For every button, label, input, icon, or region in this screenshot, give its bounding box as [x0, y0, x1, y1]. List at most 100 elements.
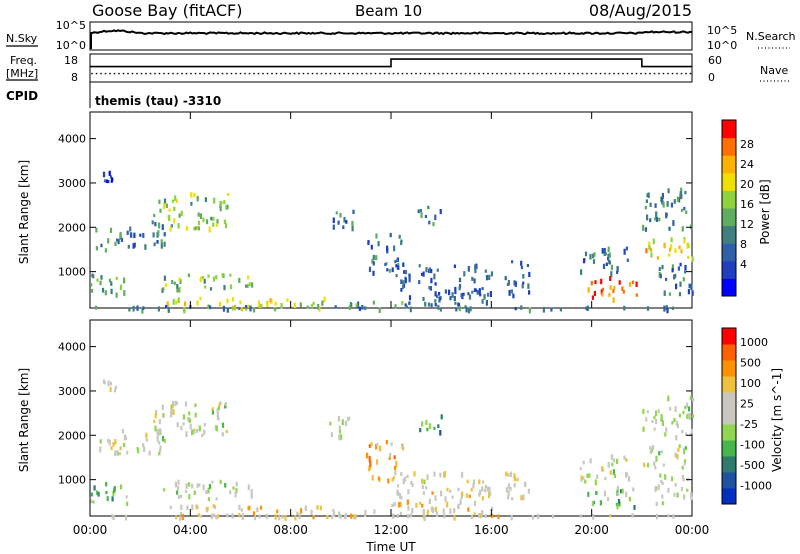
echo-cell: [275, 514, 277, 520]
echo-cell: [212, 217, 214, 221]
echo-cell: [247, 305, 249, 308]
echo-cell: [528, 272, 530, 277]
echo-cell: [636, 282, 638, 288]
echo-cell: [183, 414, 185, 419]
noise-left-label: N.Sky: [6, 32, 38, 45]
echo-cell: [437, 269, 439, 272]
echo-cell: [592, 501, 594, 506]
echo-cell: [616, 459, 618, 464]
echo-cell: [115, 386, 117, 389]
colorbar-segment: [722, 138, 736, 156]
echo-cell: [682, 226, 684, 231]
echo-cell: [592, 296, 594, 300]
echo-cell: [149, 451, 151, 456]
echo-cell: [175, 300, 177, 304]
echo-cell: [296, 512, 298, 515]
echo-cell: [621, 287, 623, 292]
echo-cell: [178, 223, 180, 229]
echo-cell: [212, 407, 214, 410]
x-tick-label: 00:00: [675, 523, 710, 537]
echo-cell: [459, 306, 461, 311]
colorbar-tick-label: 1000: [740, 336, 768, 349]
echo-cell: [471, 277, 473, 281]
echo-cell: [339, 429, 341, 433]
echo-cell: [633, 505, 635, 510]
echo-cell: [656, 502, 658, 506]
echo-cell: [204, 279, 206, 284]
echo-cell: [238, 513, 240, 516]
echo-cell: [100, 281, 102, 286]
echo-cell: [142, 306, 144, 310]
echo-cell: [178, 298, 180, 304]
echo-cell: [596, 474, 598, 479]
echo-cell: [172, 409, 174, 415]
echo-cell: [391, 504, 393, 508]
echo-cell: [461, 472, 463, 478]
echo-cell: [242, 515, 244, 520]
echo-cell: [591, 281, 593, 286]
echo-cell: [253, 308, 255, 313]
freq-right-tick-top: 60: [708, 54, 722, 67]
echo-cell: [352, 226, 354, 232]
date-title: 08/Aug/2015: [589, 1, 692, 20]
echo-cell: [604, 477, 606, 480]
echo-cell: [505, 276, 507, 280]
echo-cell: [164, 199, 166, 204]
echo-cell: [435, 507, 437, 512]
echo-cell: [479, 288, 481, 294]
echo-cell: [683, 494, 685, 499]
echo-cell: [686, 403, 688, 408]
echo-cell: [611, 265, 613, 271]
echo-cell: [679, 282, 681, 287]
echo-cell: [266, 302, 268, 307]
colorbar-segment: [722, 208, 736, 226]
echo-cell: [433, 472, 435, 477]
echo-cell: [646, 199, 648, 203]
echo-cell: [395, 461, 397, 466]
echo-cell: [474, 288, 476, 292]
echo-cell: [407, 475, 409, 478]
echo-cell: [347, 417, 349, 421]
echo-cell: [427, 206, 429, 209]
echo-cell: [686, 415, 688, 419]
colorbar-tick-label: -25: [740, 418, 758, 431]
echo-cell: [190, 424, 192, 430]
echo-cell: [511, 497, 513, 500]
echo-cell: [655, 419, 657, 424]
echo-cell: [653, 416, 655, 419]
echo-cell: [183, 307, 185, 313]
echo-cell: [204, 423, 206, 426]
echo-cell: [560, 308, 562, 312]
echo-cell: [485, 485, 487, 488]
echo-cell: [600, 279, 602, 284]
echo-cell: [179, 516, 181, 521]
echo-cell: [486, 275, 488, 280]
echo-cell: [120, 285, 122, 291]
echo-cell: [623, 306, 625, 311]
echo-cell: [507, 283, 509, 286]
echo-cell: [179, 214, 181, 218]
echo-cell: [689, 284, 691, 289]
echo-cell: [584, 480, 586, 484]
echo-cell: [376, 443, 378, 446]
echo-cell: [426, 428, 428, 432]
echo-cell: [171, 280, 173, 284]
echo-cell: [675, 483, 677, 486]
echo-cell: [241, 508, 243, 511]
cpid-label: CPID: [6, 89, 38, 103]
echo-cell: [93, 501, 95, 504]
echo-cell: [311, 510, 313, 516]
echo-cell: [643, 463, 645, 468]
echo-cell: [90, 283, 92, 286]
echo-cell: [661, 414, 663, 420]
colorbar-segment: [722, 155, 736, 173]
echo-cell: [679, 414, 681, 417]
echo-cell: [169, 209, 171, 212]
echo-cell: [428, 286, 430, 289]
echo-cell: [177, 486, 179, 491]
echo-cell: [645, 227, 647, 232]
echo-cell: [424, 515, 426, 521]
echo-cell: [448, 290, 450, 296]
echo-cell: [202, 218, 204, 223]
echo-cell: [688, 289, 690, 294]
